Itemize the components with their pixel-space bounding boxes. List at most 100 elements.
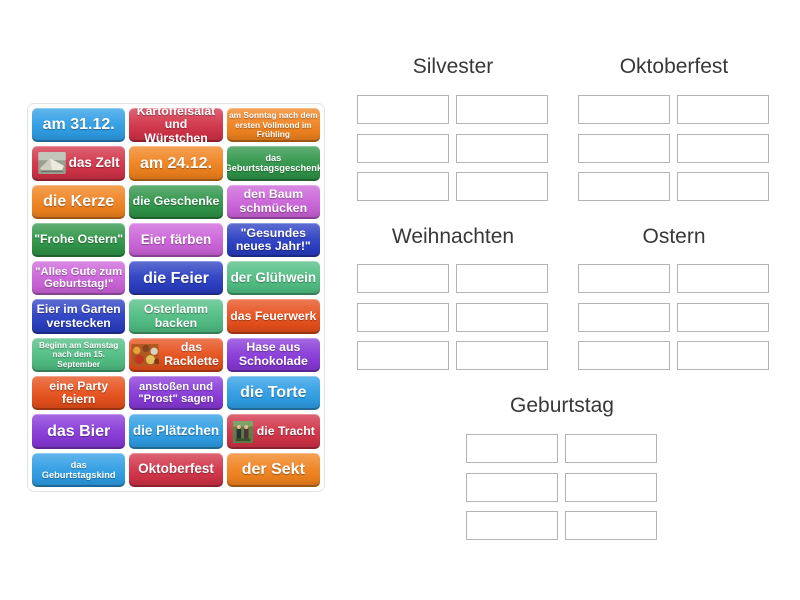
word-tile-label: der Sekt xyxy=(241,461,305,479)
drop-slot[interactable] xyxy=(456,341,548,370)
word-tile[interactable]: Beginn am Samstag nach dem 15. September xyxy=(32,337,126,373)
group-header-silvester: Silvester xyxy=(412,55,494,78)
drop-slot[interactable] xyxy=(456,302,548,332)
word-tile[interactable]: "Alles Gute zum Geburtstag!" xyxy=(32,261,126,296)
tracht-image xyxy=(232,420,257,443)
word-tile-label: der Glühwein xyxy=(230,269,317,285)
word-tile[interactable]: Hase aus Schokolade xyxy=(226,337,320,373)
word-tile[interactable]: Kartoffelsalat und Würstchen xyxy=(129,108,223,143)
drop-slot[interactable] xyxy=(357,341,449,370)
drop-slot[interactable] xyxy=(565,434,657,463)
word-tile[interactable]: das Racklette xyxy=(129,337,223,373)
drop-slot[interactable] xyxy=(466,434,558,463)
word-tile-label: die Feier xyxy=(143,269,209,287)
word-tile-label: Eier im Garten verstecken xyxy=(36,302,121,330)
word-tile[interactable]: "Frohe Ostern" xyxy=(32,222,126,258)
word-tile[interactable]: die Plätzchen xyxy=(129,414,223,449)
group-header-geburtstag: Geburtstag xyxy=(510,394,614,417)
drop-slot[interactable] xyxy=(578,95,670,124)
word-tile-label: den Baum schmücken xyxy=(239,187,308,215)
drop-slot[interactable] xyxy=(565,472,657,502)
drop-slot[interactable] xyxy=(565,511,657,540)
group-header-ostern: Ostern xyxy=(642,225,706,248)
word-tile[interactable]: die Torte xyxy=(226,376,320,411)
word-tile-label: anstoßen und "Prost" sagen xyxy=(138,380,214,406)
word-tile-label: das Bier xyxy=(47,422,111,440)
drop-slot[interactable] xyxy=(357,172,449,201)
word-tile[interactable]: das Bier xyxy=(32,414,126,449)
word-tile-label: Hase aus Schokolade xyxy=(238,340,308,368)
word-tile-label: eine Party feiern xyxy=(49,378,109,407)
group-header-oktoberfest: Oktoberfest xyxy=(619,55,729,78)
drop-slot[interactable] xyxy=(578,341,670,370)
drop-slot[interactable] xyxy=(456,133,548,163)
word-tile-label: Kartoffelsalat und Würstchen xyxy=(136,108,216,143)
word-tile[interactable]: anstoßen und "Prost" sagen xyxy=(129,376,223,411)
drop-slot[interactable] xyxy=(456,264,548,293)
drop-slot[interactable] xyxy=(677,172,769,201)
word-tile[interactable]: am 24.12. xyxy=(129,146,223,181)
word-tile-label: die Torte xyxy=(240,384,307,402)
word-tile-label: die Geschenke xyxy=(132,193,220,208)
drop-slot[interactable] xyxy=(466,511,558,540)
word-tile-label: "Frohe Ostern" xyxy=(34,232,124,247)
word-tile[interactable]: das Zelt xyxy=(32,146,126,181)
drop-slot[interactable] xyxy=(677,341,769,370)
slot-grid-weihnachten xyxy=(357,264,548,370)
word-tile[interactable]: das Geburtstagsgeschenk xyxy=(226,146,320,181)
word-tile[interactable]: die Geschenke xyxy=(129,184,223,219)
word-tile[interactable]: das Feuerwerk xyxy=(226,299,320,334)
drop-slot[interactable] xyxy=(677,264,769,293)
word-tile-label: die Tracht xyxy=(256,423,315,438)
word-tile-label: "Gesundes neues Jahr!" xyxy=(235,225,311,254)
word-tile-label: am Sonntag nach dem ersten Vollmond im F… xyxy=(229,110,318,139)
word-tile[interactable]: die Feier xyxy=(129,261,223,296)
slot-grid-geburtstag xyxy=(466,434,657,540)
word-tile[interactable]: Eier färben xyxy=(129,222,223,258)
raclette-image xyxy=(131,343,162,366)
word-tile[interactable]: das Geburtstagskind xyxy=(32,452,126,487)
drop-slot[interactable] xyxy=(677,302,769,332)
word-tile-label: Beginn am Samstag nach dem 15. September xyxy=(39,340,119,369)
drop-slot[interactable] xyxy=(466,472,558,502)
drop-slot[interactable] xyxy=(578,264,670,293)
drop-slot[interactable] xyxy=(677,133,769,163)
word-tile[interactable]: den Baum schmücken xyxy=(226,184,320,219)
word-tile[interactable]: die Tracht xyxy=(226,414,320,449)
word-tile-label: das Racklette xyxy=(164,340,219,368)
word-tile-label: "Alles Gute zum Geburtstag!" xyxy=(35,265,123,291)
drop-slot[interactable] xyxy=(677,95,769,124)
drop-slot[interactable] xyxy=(578,302,670,332)
word-tile-label: die Kerze xyxy=(43,192,115,210)
drop-slot[interactable] xyxy=(357,264,449,293)
drop-slot[interactable] xyxy=(578,133,670,163)
word-tile[interactable]: die Kerze xyxy=(32,184,126,219)
word-tile[interactable]: am Sonntag nach dem ersten Vollmond im F… xyxy=(226,108,320,143)
word-tile-label: das Zelt xyxy=(68,155,120,171)
word-tile[interactable]: Osterlamm backen xyxy=(129,299,223,334)
word-tile[interactable]: der Sekt xyxy=(226,452,320,487)
word-tile[interactable]: Eier im Garten verstecken xyxy=(32,299,126,334)
word-tile[interactable]: "Gesundes neues Jahr!" xyxy=(226,222,320,258)
word-tile-label: das Geburtstagskind xyxy=(41,459,116,480)
tent-image xyxy=(37,152,69,175)
word-tile[interactable]: Oktoberfest xyxy=(129,452,223,487)
word-tile-label: Oktoberfest xyxy=(138,461,214,477)
word-tile[interactable]: am 31.12. xyxy=(32,108,126,143)
slot-grid-ostern xyxy=(578,264,769,370)
tile-tray: am 31.12. Kartoffelsalat und Würstchen a… xyxy=(27,103,325,492)
drop-slot[interactable] xyxy=(357,95,449,124)
word-tile-label: Osterlamm backen xyxy=(143,302,209,330)
word-tile[interactable]: eine Party feiern xyxy=(32,376,126,411)
word-tile-label: am 24.12. xyxy=(139,154,213,172)
drop-slot[interactable] xyxy=(456,172,548,201)
word-tile[interactable]: der Glühwein xyxy=(226,261,320,296)
drop-slot[interactable] xyxy=(357,302,449,332)
word-tile-label: am 31.12. xyxy=(42,116,115,134)
drop-slot[interactable] xyxy=(578,172,670,201)
drop-slot[interactable] xyxy=(456,95,548,124)
word-tile-label: Eier färben xyxy=(140,231,212,247)
drop-slot[interactable] xyxy=(357,133,449,163)
word-tile-label: das Feuerwerk xyxy=(230,308,317,323)
